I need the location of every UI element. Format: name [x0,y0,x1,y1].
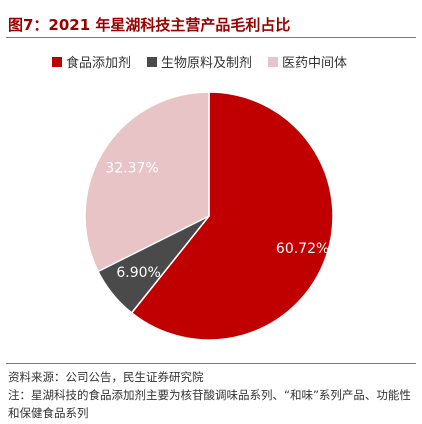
top-rule [6,37,416,38]
legend-swatch-food-additive [52,56,62,67]
slice-label-bio-materials: 6.90% [116,265,160,281]
source-note: 资料来源：公司公告，民生证券研究院 [8,370,204,384]
legend-label-pharma-intermediates: 医药中间体 [282,56,348,71]
legend-label-food-additive: 食品添加剂 [66,56,132,71]
legend-swatch-pharma-intermediates [268,56,279,67]
pie-slice-food-additive [130,91,334,341]
legend-item-bio-materials: 生物原料及制剂 [147,52,252,71]
legend-swatch-bio-materials [147,56,158,67]
figure-title: 图7：2021 年星湖科技主营产品毛利占比 [8,16,291,34]
legend-item-food-additive: 食品添加剂 [52,52,131,71]
legend-label-bio-materials: 生物原料及制剂 [161,56,253,71]
bottom-rule [6,363,416,364]
chart-legend: 食品添加剂 生物原料及制剂 医药中间体 [52,52,363,71]
slice-label-food-additive: 60.72% [276,241,329,257]
slice-label-pharma-intermediates: 32.37% [105,160,158,176]
footnote: 注：星湖科技的食品添加剂主要为核苷酸调味品系列、“和味”系列产品、功能性和保健食… [8,388,411,420]
pie-slice-pharma-intermediates [84,91,210,273]
figure-notes: 资料来源：公司公告，民生证券研究院 注：星湖科技的食品添加剂主要为核苷酸调味品系… [8,368,416,422]
legend-item-pharma-intermediates: 医药中间体 [268,52,347,71]
